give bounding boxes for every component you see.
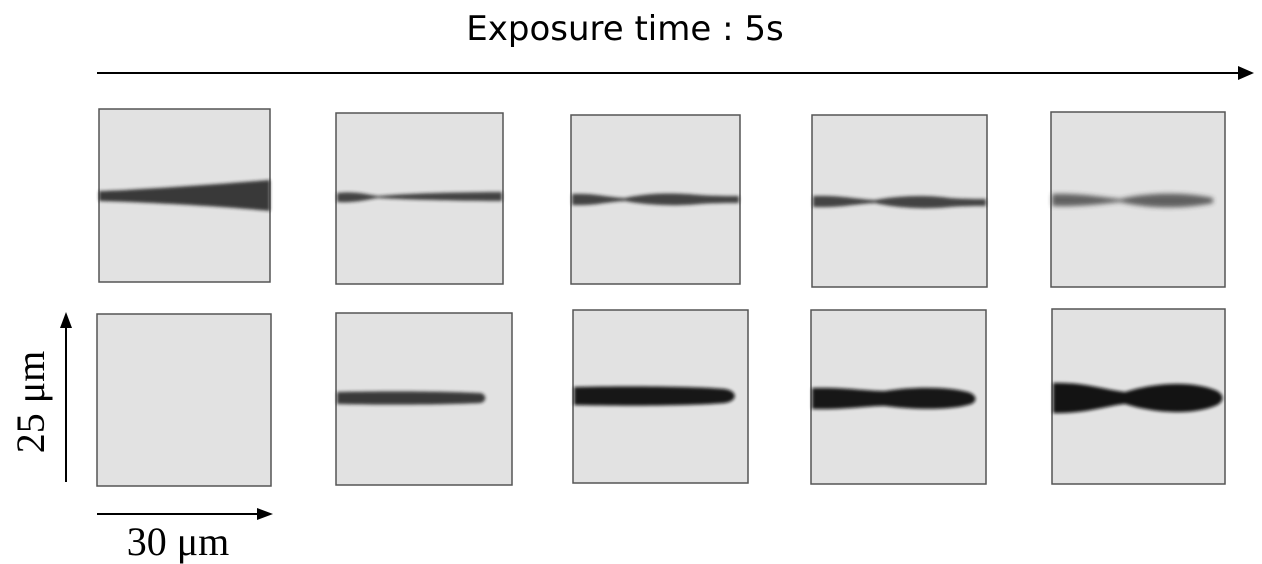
streak-r1-c5 (1052, 193, 1213, 208)
streak-r1-c3 (572, 193, 739, 206)
streak-r1-c4 (813, 195, 986, 209)
time-arrow (97, 66, 1254, 80)
panel-r2-c1 (96, 313, 272, 487)
panel-r1-c3 (570, 114, 741, 285)
panel-r1-c5 (1050, 111, 1226, 288)
panel-r2-c4 (810, 309, 987, 485)
streak-r2-c5 (1053, 382, 1223, 414)
panel-r1-c4 (811, 114, 988, 288)
streak-r2-c3 (574, 386, 735, 406)
vertical-scale-arrow (60, 312, 72, 482)
panel-r1-c2 (335, 112, 504, 285)
panel-row-2 (96, 308, 1226, 487)
horizontal-scale-label: 30 μm (127, 519, 230, 564)
panel-r2-c3 (572, 309, 749, 484)
streak-r1-c2 (337, 192, 502, 203)
figure-title: Exposure time : 5s (466, 9, 783, 49)
streak-r1-c1 (99, 180, 270, 211)
vertical-scale-label: 25 μm (8, 351, 53, 454)
streak-r2-c2 (337, 391, 486, 405)
panel-r2-c2 (335, 312, 513, 486)
horizontal-scale-arrow (97, 508, 273, 520)
panel-row-1 (98, 108, 1226, 288)
panel-r2-c5 (1051, 308, 1226, 485)
streak-r2-c4 (812, 387, 976, 410)
panel-r1-c1 (98, 108, 271, 283)
